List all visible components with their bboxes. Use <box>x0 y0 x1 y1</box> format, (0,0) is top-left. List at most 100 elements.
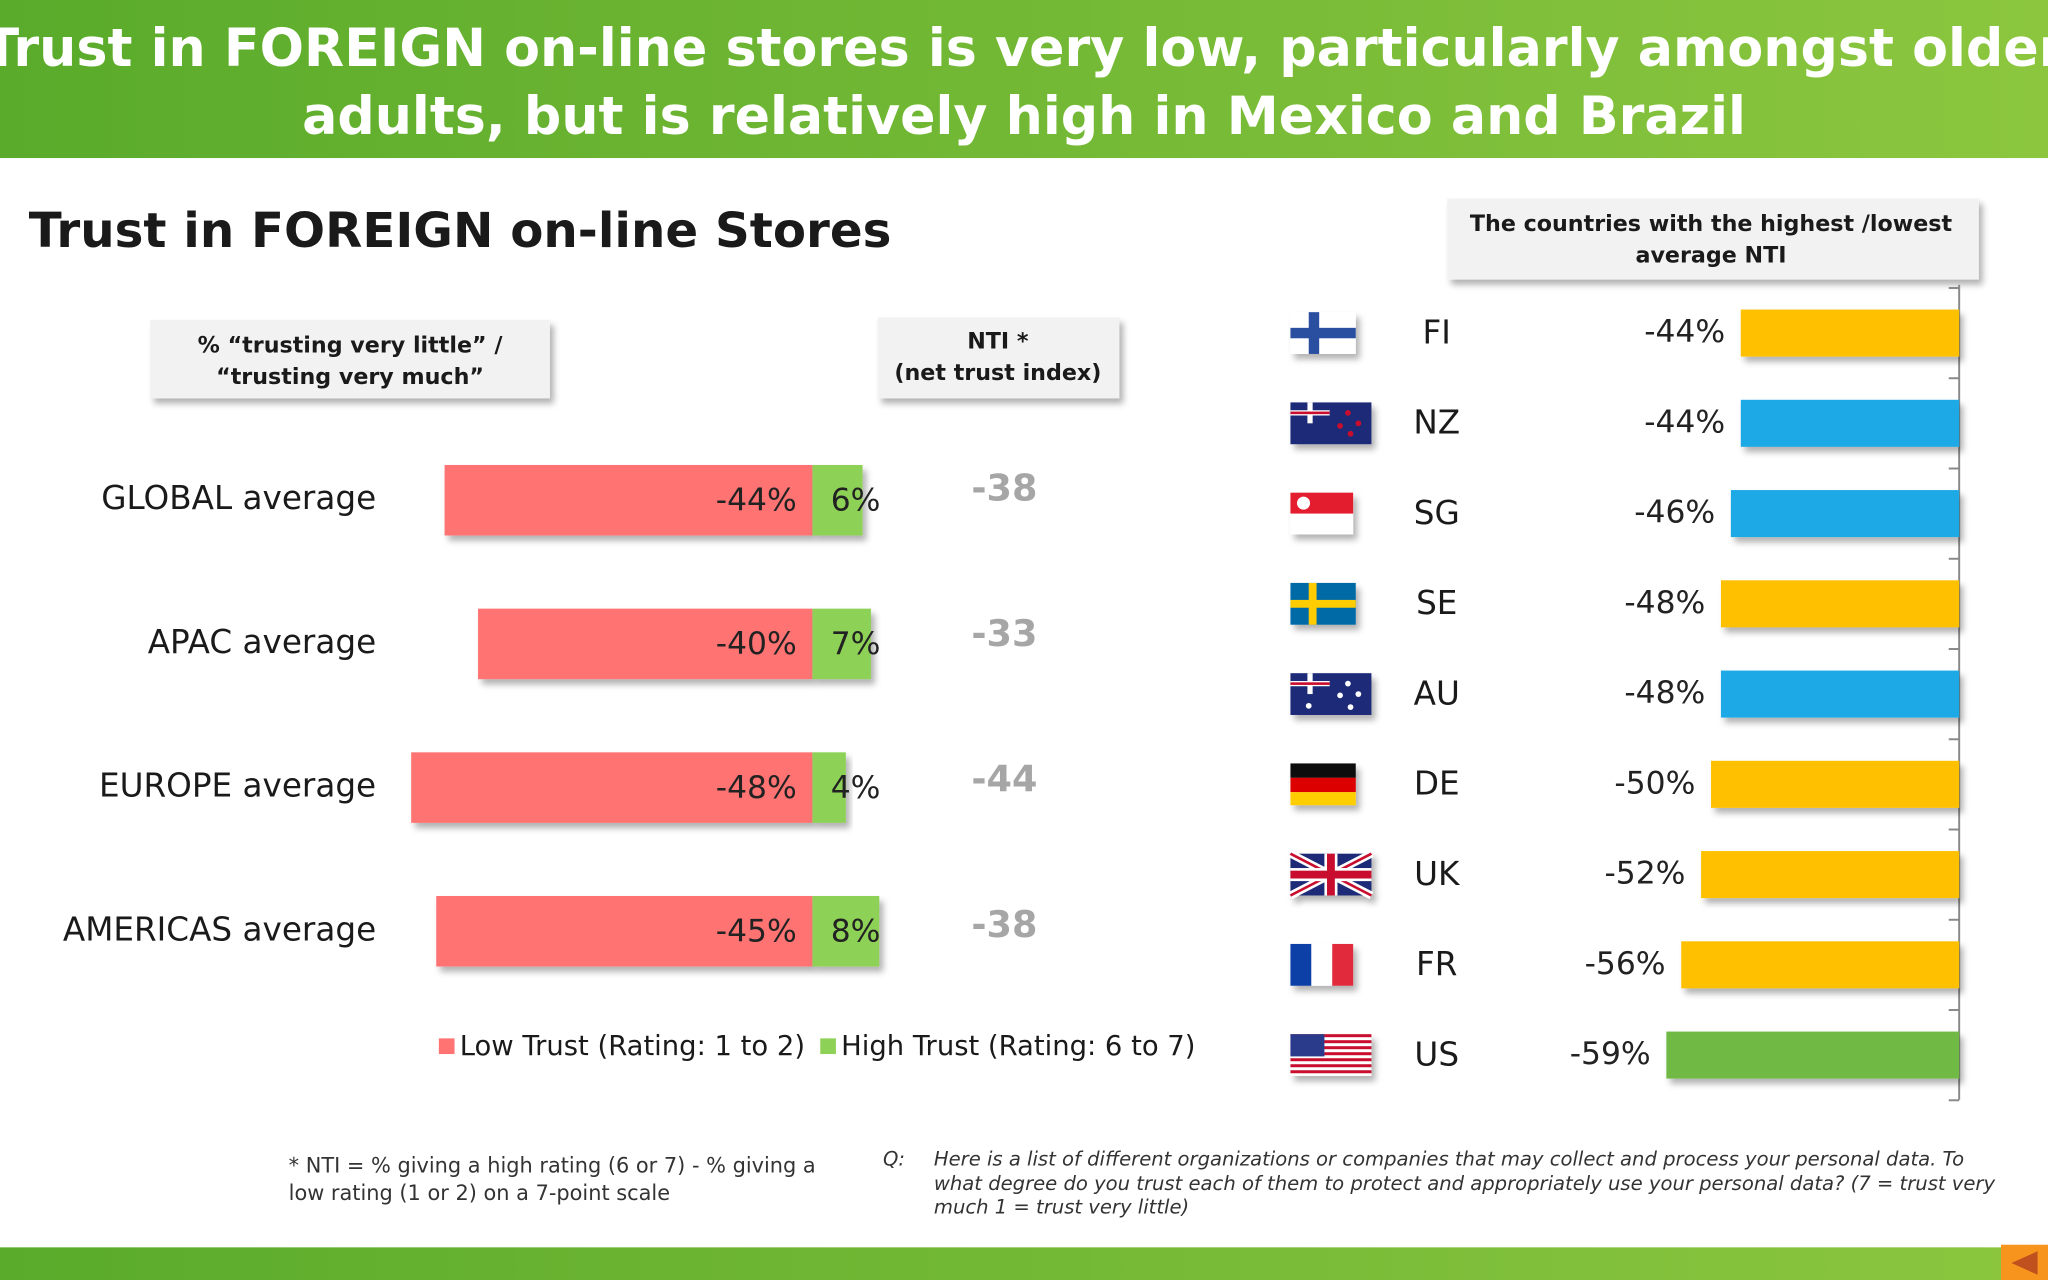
nti-value: -38 <box>971 903 1037 946</box>
nti-box <box>877 317 1120 399</box>
nti-title: (net trust index) <box>894 360 1101 386</box>
value-label: -56% <box>1585 946 1666 982</box>
flag <box>1290 943 1312 986</box>
flag <box>1347 704 1354 711</box>
bar <box>1701 851 1960 899</box>
flag <box>1290 763 1356 778</box>
flag <box>1290 792 1356 806</box>
flag-icon <box>1290 1034 1372 1076</box>
value-label: 8% <box>831 914 881 950</box>
nti-value: -38 <box>971 466 1037 509</box>
value-label: -59% <box>1570 1036 1651 1072</box>
question-label: Q: <box>883 1147 905 1170</box>
bar <box>411 752 813 823</box>
flag <box>1311 943 1333 986</box>
category-label: AU <box>1414 674 1460 712</box>
flag <box>1290 1064 1372 1068</box>
bar <box>444 464 813 536</box>
nti-value: -33 <box>971 612 1037 655</box>
countries-box <box>1447 198 1979 280</box>
flag <box>1355 420 1362 427</box>
category-label: US <box>1414 1035 1459 1073</box>
chart-title: The countries with the highest /lowest <box>1470 211 1953 237</box>
bar <box>1730 490 1960 538</box>
flag <box>1355 691 1362 697</box>
flag <box>1347 430 1354 437</box>
category-label: FR <box>1416 945 1457 983</box>
question: what degree do you trust each of them to… <box>934 1172 1996 1195</box>
value-label: -50% <box>1614 765 1695 801</box>
flag <box>1305 702 1312 709</box>
flag <box>1337 423 1343 429</box>
flag-icon <box>1290 312 1356 354</box>
flag-icon <box>1288 850 1374 899</box>
bar <box>812 896 880 967</box>
bar <box>1740 309 1960 357</box>
bar <box>1666 1031 1960 1079</box>
header-band <box>0 0 2048 159</box>
question: much 1 = trust very little) <box>934 1196 1189 1219</box>
value-label: -46% <box>1634 495 1715 531</box>
flag <box>1290 327 1356 339</box>
category-label: GLOBAL average <box>101 479 376 517</box>
flag-icon <box>1290 402 1372 445</box>
flag <box>1308 582 1317 625</box>
category-label: NZ <box>1413 404 1460 442</box>
category-label: UK <box>1414 855 1461 893</box>
flag <box>1290 682 1330 685</box>
next-button[interactable] <box>2000 1244 2048 1280</box>
category-label: EUROPE average <box>99 767 376 805</box>
bar <box>436 896 813 967</box>
value-label: -44% <box>1644 314 1725 350</box>
category-label: SG <box>1414 494 1460 532</box>
bar <box>1720 580 1960 628</box>
flag <box>1290 1058 1372 1062</box>
bar <box>812 464 863 536</box>
bar <box>1720 670 1960 718</box>
category-label: FI <box>1423 313 1451 351</box>
chart-title: average NTI <box>1636 243 1787 269</box>
bar <box>478 608 813 680</box>
category-label: APAC average <box>148 623 376 661</box>
value-label: -48% <box>716 770 797 806</box>
value-label: 6% <box>831 483 881 519</box>
subtitle: “trusting very much” <box>216 364 484 390</box>
legend-swatch <box>438 1038 455 1055</box>
flag <box>1290 1052 1372 1056</box>
flag <box>1337 692 1343 699</box>
subtitle-box <box>150 320 550 399</box>
bar <box>1681 941 1960 989</box>
nti-title: NTI * <box>967 329 1029 355</box>
legend-label: Low Trust (Rating: 1 to 2) <box>460 1031 805 1062</box>
flag <box>1290 1040 1372 1044</box>
category-label: AMERICAS average <box>63 910 376 948</box>
footer-band <box>0 1247 2048 1280</box>
flag <box>1290 1034 1325 1057</box>
bar <box>812 608 871 680</box>
flag <box>1296 496 1311 510</box>
slide-title: Trust in FOREIGN on-line stores is very … <box>0 19 2048 79</box>
flag-icon <box>1290 582 1356 625</box>
flag <box>1290 599 1356 608</box>
flag <box>1290 777 1356 793</box>
value-label: -44% <box>1644 404 1725 440</box>
category-label: SE <box>1416 584 1457 622</box>
flag <box>1290 1070 1372 1074</box>
slide-title: adults, but is relatively high in Mexico… <box>302 87 1746 147</box>
flag <box>1332 943 1354 986</box>
footnote: * NTI = % giving a high rating (6 or 7) … <box>289 1153 816 1177</box>
value-label: -52% <box>1604 856 1685 892</box>
flag-icon <box>1290 943 1354 986</box>
flag <box>1327 853 1335 896</box>
value-label: 4% <box>831 770 881 806</box>
bar <box>1711 760 1960 808</box>
flag <box>1290 1046 1372 1050</box>
legend-label: High Trust (Rating: 6 to 7) <box>841 1031 1195 1062</box>
flag <box>1290 411 1330 415</box>
value-label: 7% <box>831 626 881 662</box>
flag-icon <box>1290 492 1354 535</box>
value-label: -44% <box>716 483 797 519</box>
bar <box>812 752 846 823</box>
legend-swatch <box>820 1038 836 1055</box>
